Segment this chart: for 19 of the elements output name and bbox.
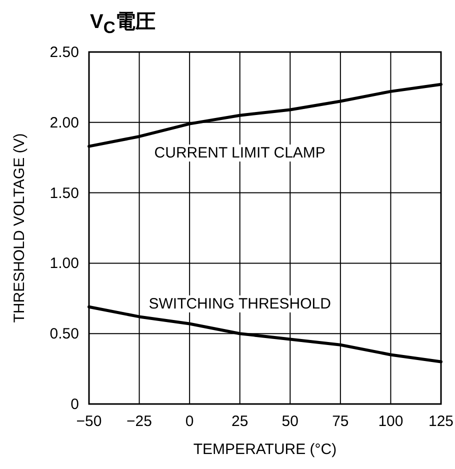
x-tick-label: −50 xyxy=(76,413,102,430)
x-tick-label: 125 xyxy=(428,413,454,430)
series-label: SWITCHING THRESHOLD xyxy=(148,295,332,312)
x-tick-label: 25 xyxy=(232,413,248,430)
chart-title: V$_{C}$電圧 xyxy=(90,10,156,38)
x-tick-label: 0 xyxy=(185,413,194,430)
x-tick-label: 50 xyxy=(282,413,298,430)
y-axis-title: THRESHOLD VOLTAGE (V) xyxy=(11,133,28,323)
x-tick-label: 75 xyxy=(332,413,349,430)
series-label: CURRENT LIMIT CLAMP xyxy=(154,144,326,162)
x-tick-label: −25 xyxy=(126,413,152,430)
x-axis-title: TEMPERATURE (°C) xyxy=(193,441,337,458)
y-tick-label: 1.00 xyxy=(50,255,79,272)
y-tick-label: 2.50 xyxy=(50,44,79,61)
y-tick-label: 0.50 xyxy=(50,326,79,343)
y-tick-label: 0 xyxy=(70,396,79,413)
x-tick-label: 100 xyxy=(378,413,404,430)
y-tick-label: 2.00 xyxy=(50,114,79,132)
y-tick-label: 1.50 xyxy=(50,184,79,202)
